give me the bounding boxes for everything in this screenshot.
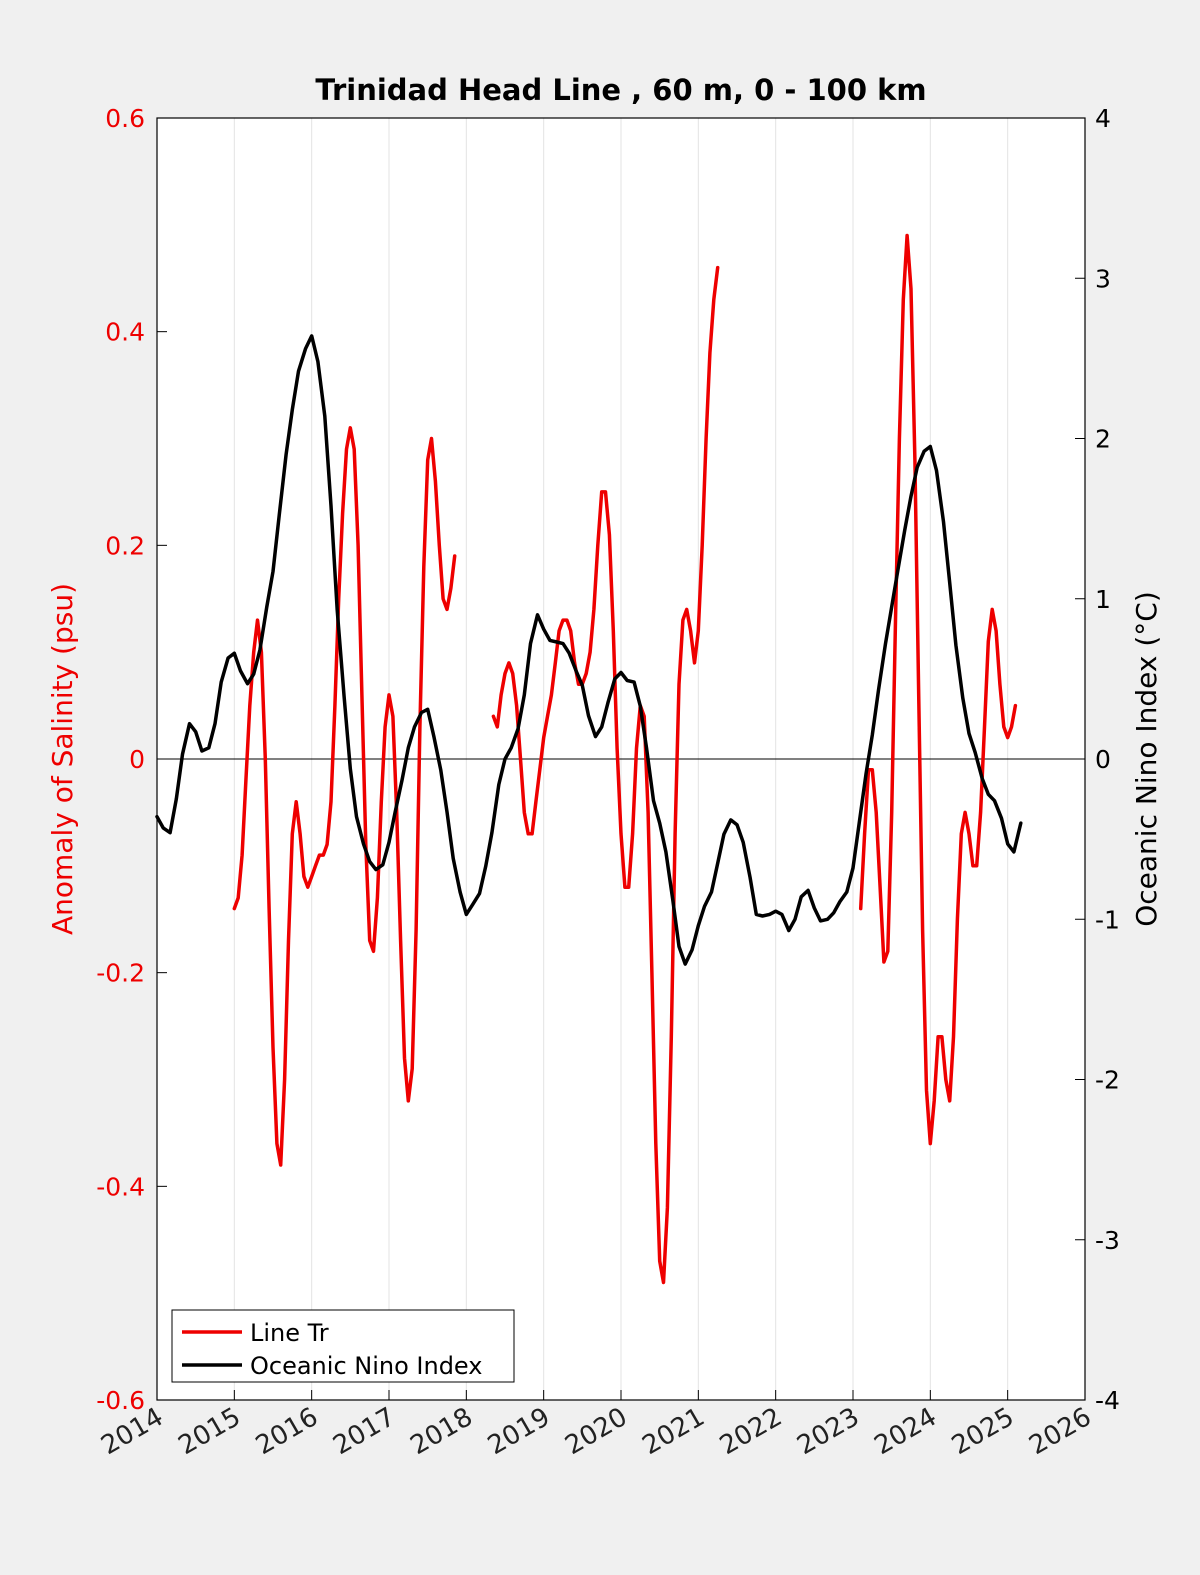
- left-tick-label: -0.4: [96, 1172, 145, 1201]
- right-tick-label: -4: [1095, 1386, 1120, 1415]
- left-tick-label: 0.2: [105, 531, 145, 560]
- right-tick-label: 1: [1095, 585, 1111, 614]
- left-tick-label: 0: [129, 745, 145, 774]
- left-tick-label: -0.2: [96, 959, 145, 988]
- right-tick-label: 2: [1095, 425, 1111, 454]
- left-axis-label: Anomaly of Salinity (psu): [46, 583, 79, 935]
- left-tick-label: 0.4: [105, 318, 145, 347]
- right-tick-label: -2: [1095, 1066, 1120, 1095]
- chart-title: Trinidad Head Line , 60 m, 0 - 100 km: [315, 73, 926, 107]
- salinity-series-line-0: [232, 426, 457, 1167]
- legend-box: [171, 1309, 515, 1383]
- right-tick-label: 0: [1095, 745, 1111, 774]
- legend: Line Tr Oceanic Nino Index: [171, 1309, 515, 1383]
- y-axis-right: 4 3 2 1 0 -1 -2 -3 -4: [1075, 104, 1120, 1415]
- legend-label-salinity: Line Tr: [250, 1319, 329, 1347]
- y-axis-left: 0.6 0.4 0.2 0 -0.2 -0.4 -0.6: [96, 104, 167, 1415]
- right-tick-label: -1: [1095, 905, 1120, 934]
- salinity-series-line-2: [858, 233, 1018, 1146]
- right-tick-label: -3: [1095, 1226, 1120, 1255]
- left-tick-label: -0.6: [96, 1386, 145, 1415]
- right-tick-label: 4: [1095, 104, 1111, 133]
- left-tick-label: 0.6: [105, 104, 145, 133]
- salinity-series-line-1: [491, 265, 720, 1285]
- oni-series-line-0: [155, 334, 1023, 966]
- right-axis-label: Oceanic Nino Index (°C): [1130, 591, 1163, 927]
- right-tick-label: 3: [1095, 264, 1111, 293]
- series-layer: [155, 233, 1023, 1285]
- legend-label-oni: Oceanic Nino Index: [250, 1352, 482, 1380]
